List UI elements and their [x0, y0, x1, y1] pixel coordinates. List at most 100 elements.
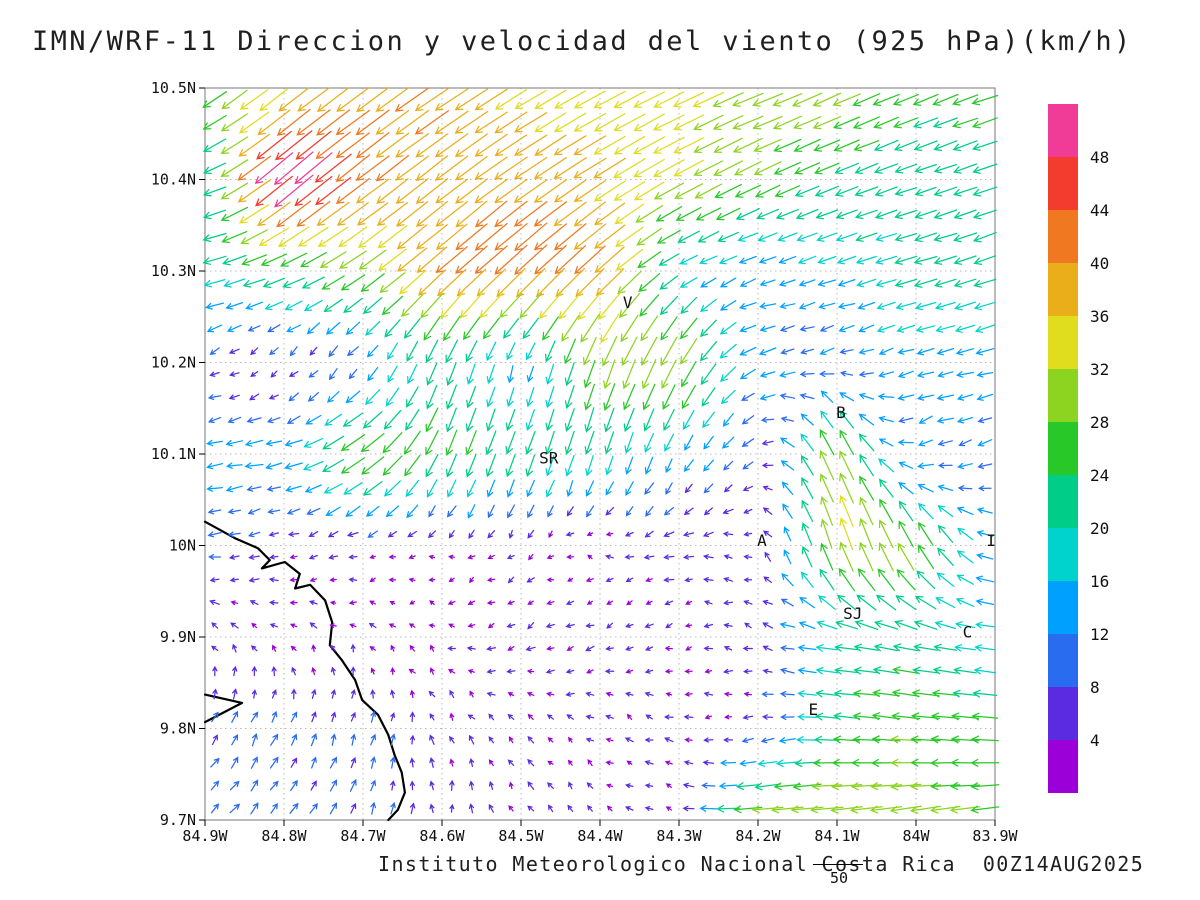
wind-arrow	[625, 646, 634, 651]
wind-arrow	[548, 530, 553, 539]
wind-arrow	[527, 758, 535, 767]
wind-arrow	[370, 667, 376, 675]
wind-arrow	[692, 91, 725, 108]
wind-arrow	[957, 527, 974, 541]
wind-arrow	[446, 362, 457, 387]
wind-arrow	[375, 154, 410, 182]
wind-arrow	[853, 643, 879, 652]
wind-arrow	[525, 342, 536, 361]
wind-arrow	[289, 346, 298, 357]
wind-arrow	[377, 225, 408, 249]
wind-arrow	[376, 178, 409, 204]
wind-arrow	[585, 577, 594, 583]
wind-arrow	[466, 645, 476, 651]
wind-arrow	[383, 480, 401, 497]
wind-arrow	[329, 600, 337, 606]
wind-arrow	[932, 117, 958, 129]
wind-arrow	[970, 782, 1000, 791]
wind-arrow	[739, 368, 756, 380]
wind-arrow	[311, 666, 317, 676]
wind-arrow	[833, 666, 860, 675]
wind-arrow	[664, 760, 673, 766]
wind-arrow	[775, 759, 799, 768]
wind-arrow	[813, 162, 840, 175]
wind-arrow	[407, 364, 418, 385]
wind-arrow	[534, 112, 567, 133]
wind-arrow	[878, 542, 894, 572]
wind-arrow	[260, 253, 288, 267]
wind-arrow	[249, 393, 260, 401]
wind-arrow	[330, 733, 337, 746]
wind-arrow	[527, 781, 535, 790]
wind-arrow	[723, 645, 733, 651]
wind-arrow	[573, 157, 607, 179]
wind-arrow	[225, 485, 243, 493]
wind-arrow	[467, 554, 476, 560]
colorbar-tick-label: 40	[1090, 254, 1110, 273]
wind-arrow	[854, 619, 879, 631]
wind-arrow	[775, 208, 799, 220]
wind-arrow	[913, 620, 938, 630]
wind-arrow	[953, 255, 977, 265]
wind-arrow	[289, 623, 298, 628]
wind-arrow	[323, 298, 343, 313]
wind-arrow	[898, 481, 914, 495]
wind-arrow	[858, 324, 875, 333]
wind-arrow	[653, 182, 685, 200]
wind-arrow	[330, 711, 337, 723]
wind-arrow	[799, 393, 815, 400]
wind-arrow	[742, 714, 754, 720]
wind-arrow	[633, 181, 665, 201]
wind-arrow	[932, 93, 959, 106]
wind-arrow	[603, 383, 616, 412]
wind-arrow	[563, 338, 577, 365]
wind-arrow	[623, 383, 636, 411]
wind-arrow	[528, 553, 534, 561]
colorbar-segment	[1048, 475, 1078, 528]
wind-arrow	[712, 92, 744, 108]
wind-arrow	[956, 550, 974, 564]
wind-arrow	[683, 714, 694, 720]
wind-arrow	[271, 644, 277, 652]
wind-arrow	[494, 178, 528, 204]
wind-arrow	[546, 782, 554, 789]
wind-arrow	[408, 554, 416, 560]
wind-arrow	[564, 430, 575, 456]
wind-arrow	[723, 577, 733, 583]
wind-arrow	[542, 316, 559, 341]
wind-arrow	[237, 155, 272, 181]
wind-arrow	[387, 530, 398, 538]
wind-arrow	[703, 600, 713, 606]
wind-arrow	[370, 801, 377, 815]
wind-arrow	[878, 438, 894, 447]
wind-arrow	[830, 805, 863, 814]
wind-arrow	[723, 460, 734, 471]
wind-arrow	[743, 691, 753, 697]
wind-arrow	[623, 407, 635, 433]
wind-arrow	[714, 183, 742, 199]
wind-arrow	[665, 692, 673, 697]
wind-arrow	[975, 621, 995, 629]
wind-arrow	[445, 384, 458, 410]
wind-arrow	[791, 92, 823, 107]
wind-arrow	[494, 156, 528, 180]
wind-arrow	[227, 508, 242, 515]
wind-arrow	[912, 666, 939, 675]
wind-arrow	[338, 226, 368, 248]
wind-arrow	[485, 408, 496, 432]
wind-arrow	[794, 162, 821, 175]
wind-arrow	[329, 779, 338, 792]
wind-arrow	[620, 314, 639, 343]
wind-arrow	[558, 291, 582, 320]
wind-arrow	[633, 113, 665, 132]
wind-arrow	[700, 277, 717, 288]
colorbar-tick-label: 44	[1090, 201, 1110, 220]
wind-arrow	[276, 200, 312, 228]
wind-arrow	[602, 336, 618, 367]
wind-arrow	[819, 370, 835, 378]
wind-arrow	[878, 458, 895, 473]
wind-arrow	[390, 756, 396, 769]
wind-arrow	[893, 117, 919, 129]
wind-arrow	[267, 508, 281, 515]
wind-arrow	[315, 176, 352, 206]
